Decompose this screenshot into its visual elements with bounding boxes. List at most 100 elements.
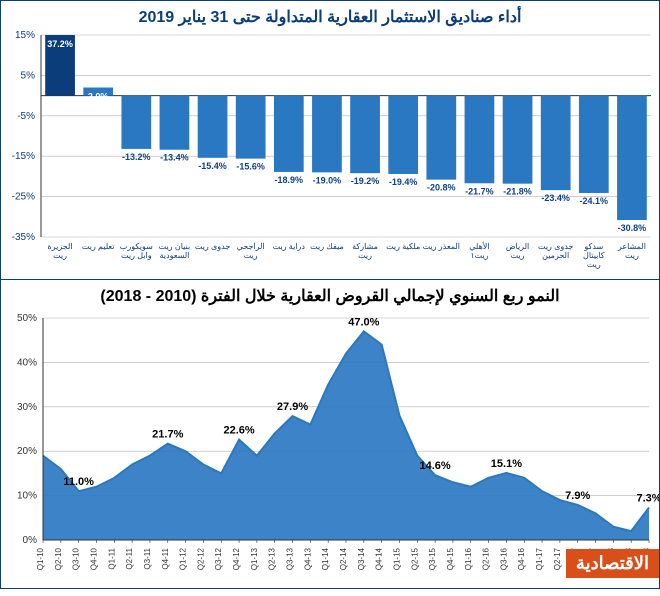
svg-text:Q1-16: Q1-16 [464,547,473,570]
chart1-title: أداء صناديق الاستثمار العقارية المتداولة… [1,1,659,29]
svg-text:جدوى ريت: جدوى ريت [538,242,573,251]
svg-text:Q3-16: Q3-16 [499,547,508,570]
svg-text:15.1%: 15.1% [491,458,522,470]
svg-text:الحرمين: الحرمين [542,251,569,260]
svg-text:ريت: ريت [511,251,525,260]
svg-text:الجزيرة: الجزيرة [48,242,73,251]
svg-text:Q1-11: Q1-11 [107,547,116,569]
svg-text:7.3%: 7.3% [636,493,659,505]
svg-text:-21.8%: -21.8% [503,187,532,197]
watermark: الاقتصادية [566,549,659,578]
svg-text:-23.4%: -23.4% [541,193,570,203]
svg-text:Q4-13: Q4-13 [303,547,312,570]
svg-text:-20.8%: -20.8% [427,183,456,193]
svg-text:5%: 5% [21,70,36,81]
chart1-svg: 15%5%-5%-15%-25%-35%37.2%الجزيرةريت2.0%ت… [1,29,659,279]
svg-text:-35%: -35% [12,232,35,243]
svg-text:37.2%: 37.2% [47,39,73,49]
chart2-title: النمو ربع السنوي لإجمالي القروض العقارية… [1,280,659,308]
svg-text:20%: 20% [17,446,37,457]
svg-text:Q1-12: Q1-12 [179,547,188,570]
svg-text:ملكية ريت: ملكية ريت [386,242,420,251]
svg-text:-18.9%: -18.9% [275,175,304,185]
svg-text:مشاركة: مشاركة [352,242,378,251]
svg-text:Q4-12: Q4-12 [232,547,241,570]
reit-performance-chart: أداء صناديق الاستثمار العقارية المتداولة… [1,1,659,279]
svg-text:ريت: ريت [625,251,639,260]
svg-text:-13.2%: -13.2% [122,152,151,162]
svg-text:-19.2%: -19.2% [351,176,380,186]
svg-text:Q2-17: Q2-17 [553,547,562,570]
svg-text:بنيان ريت: بنيان ريت [159,242,191,251]
svg-text:-13.4%: -13.4% [160,153,189,163]
svg-text:Q4-10: Q4-10 [89,547,98,570]
svg-text:Q2-13: Q2-13 [268,547,277,570]
svg-text:22.6%: 22.6% [223,425,254,437]
svg-text:11.0%: 11.0% [63,476,94,488]
svg-text:-15%: -15% [12,151,35,162]
svg-text:Q3-14: Q3-14 [357,547,366,570]
svg-text:2.0%: 2.0% [88,92,109,102]
svg-text:المشاعر: المشاعر [617,242,646,251]
svg-text:الرياض: الرياض [506,242,529,251]
svg-text:27.9%: 27.9% [277,401,308,413]
svg-text:Q1-15: Q1-15 [392,547,401,570]
svg-text:-21.7%: -21.7% [465,186,494,196]
svg-text:سدكو: سدكو [583,242,603,251]
svg-text:Q2-14: Q2-14 [339,547,348,570]
svg-text:Q1-17: Q1-17 [535,547,544,570]
svg-text:Q4-11: Q4-11 [161,547,170,569]
svg-text:ريت: ريت [244,251,258,260]
svg-text:Q4-14: Q4-14 [375,547,384,570]
svg-text:40%: 40% [17,357,37,368]
svg-text:0%: 0% [23,535,38,546]
charts-container: أداء صناديق الاستثمار العقارية المتداولة… [0,0,660,589]
svg-text:ريت: ريت [587,260,601,269]
svg-text:الأهلي: الأهلي [469,241,489,251]
svg-text:-19.0%: -19.0% [313,175,342,185]
svg-text:دراية ريت: دراية ريت [273,242,306,251]
chart2-svg: 50% 40% 30% 20% 10% 0%Q1-10 Q2-10 Q3-10 Q4-10 Q1-… [1,308,659,588]
svg-text:تعليم ريت: تعليم ريت [82,242,115,251]
svg-text:Q3-13: Q3-13 [286,547,295,570]
svg-text:سويكورب: سويكورب [120,242,153,251]
svg-text:Q3-11: Q3-11 [143,547,152,569]
svg-text:ريت: ريت [53,251,67,260]
svg-text:Q2-10: Q2-10 [54,547,63,570]
svg-text:15%: 15% [15,30,35,41]
svg-text:7.9%: 7.9% [565,490,590,502]
svg-text:Q4-15: Q4-15 [446,547,455,570]
svg-text:Q2-11: Q2-11 [125,547,134,569]
svg-text:-30.8%: -30.8% [618,223,647,233]
svg-text:-24.1%: -24.1% [580,196,609,206]
svg-text:السعودية: السعودية [160,251,190,260]
svg-text:50%: 50% [17,313,37,324]
loan-growth-chart: النمو ربع السنوي لإجمالي القروض العقارية… [1,279,659,588]
svg-text:Q2-16: Q2-16 [482,547,491,570]
svg-text:Q1-13: Q1-13 [250,547,259,570]
svg-text:14.6%: 14.6% [420,460,451,472]
svg-text:Q2-15: Q2-15 [410,547,419,570]
svg-text:وابل ريت: وابل ريت [121,251,152,260]
svg-text:Q1-14: Q1-14 [321,547,330,570]
svg-text:47.0%: 47.0% [348,316,379,328]
svg-text:-15.4%: -15.4% [198,161,227,171]
svg-text:30%: 30% [17,402,37,413]
svg-text:ميفك ريت: ميفك ريت [310,242,344,251]
svg-text:Q4-16: Q4-16 [517,547,526,570]
svg-text:-19.4%: -19.4% [389,177,418,187]
svg-text:Q3-12: Q3-12 [214,547,223,570]
svg-text:Q3-15: Q3-15 [428,547,437,570]
svg-text:كابيتال: كابيتال [583,251,605,260]
svg-text:المعذر ريت: المعذر ريت [423,242,460,251]
svg-text:Q2-12: Q2-12 [196,547,205,570]
svg-text:Q3-10: Q3-10 [72,547,81,570]
svg-text:الراجحي: الراجحي [237,242,265,251]
svg-text:-5%: -5% [17,111,35,122]
svg-text:-15.6%: -15.6% [236,162,265,172]
svg-text:-25%: -25% [12,192,35,203]
svg-text:10%: 10% [17,491,37,502]
svg-text:ريت١: ريت١ [470,251,488,260]
svg-text:Q1-10: Q1-10 [36,547,45,570]
svg-text:21.7%: 21.7% [152,429,183,441]
